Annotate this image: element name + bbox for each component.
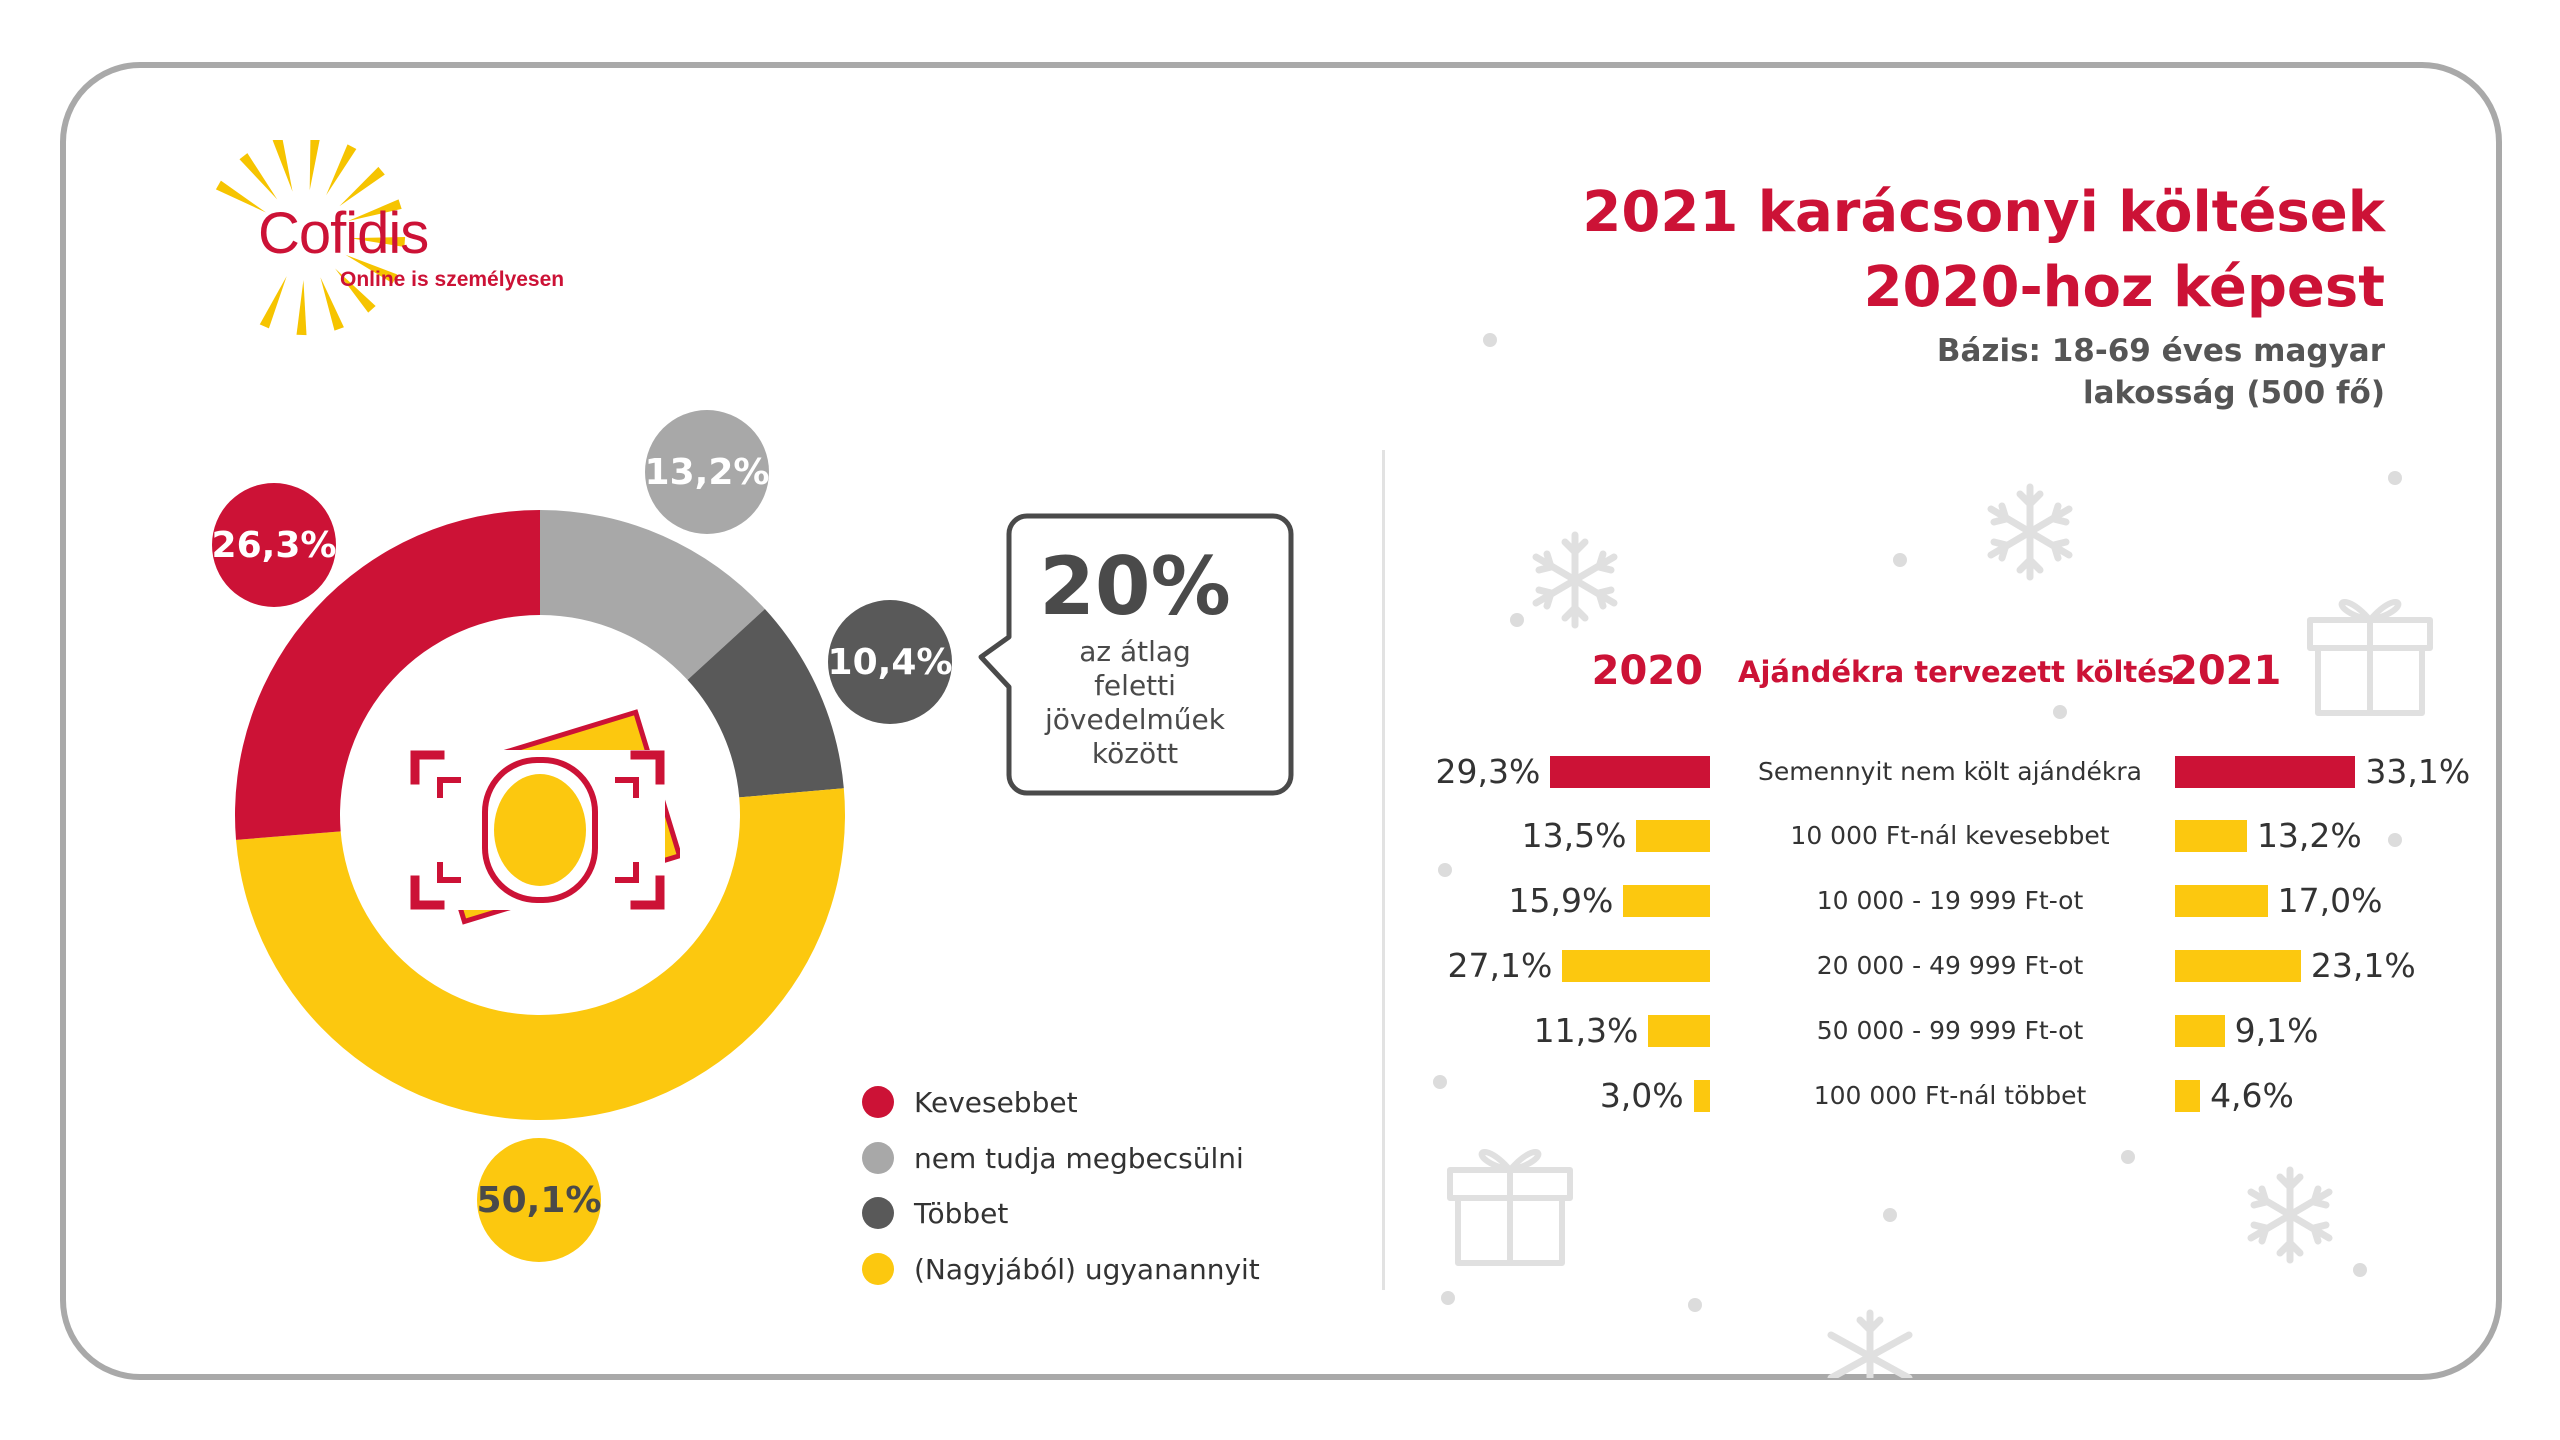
bubble-tobbet: 10,4% [828,600,952,724]
sun-ray [215,180,267,213]
category-label: Semennyit nem költ ajándékra [1757,757,2143,786]
bar-header-2021: 2021 [2170,648,2282,694]
value-label-2021: 33,1% [2365,752,2471,791]
value-label-2021: 4,6% [2210,1076,2294,1115]
sun-ray [259,276,287,329]
sun-ray [296,279,307,336]
legend-item-tobbet: Többet [862,1193,1008,1233]
bar-header-2020: 2020 [1591,648,1703,694]
snowflake-icon [1532,531,1618,629]
page-title-line-1: 2021 karácsonyi költések [1582,180,2385,245]
legend-label: (Nagyjából) ugyanannyit [914,1252,1260,1286]
snowflake-icon [2247,1166,2333,1264]
bubble-nem-tudja: 13,2% [645,410,769,534]
bar-2020 [1623,885,1710,917]
sun-ray [335,268,376,313]
bar-2020 [1648,1015,1710,1047]
bar-2020 [1636,820,1710,852]
legend-item-kevesebbet: Kevesebbet [862,1082,1078,1122]
bar-2021 [2175,820,2247,852]
value-label-2020: 3,0% [1599,1076,1684,1115]
value-label-2020: 11,3% [1533,1011,1639,1050]
bar-2021 [2175,756,2356,788]
category-label: 20 000 - 49 999 Ft-ot [1816,951,2084,980]
legend-label: Kevesebbet [914,1085,1078,1119]
sun-ray [347,199,402,222]
category-label: 100 000 Ft-nál többet [1813,1081,2087,1110]
section-divider [1382,450,1385,1290]
bar-2021 [2175,1015,2225,1047]
sun-ray [345,254,398,284]
value-label-2021: 17,0% [2277,881,2383,920]
legend-item-ugyanannyit: (Nagyjából) ugyanannyit [862,1249,1260,1289]
bar-header-center: Ajándékra tervezett költés [1738,655,2175,689]
value-label-2021: 9,1% [2234,1011,2319,1050]
legend-label: nem tudja megbecsülni [914,1141,1244,1175]
sun-ray [339,166,385,207]
value-label-2020: 15,9% [1508,881,1614,920]
bar-2021 [2175,950,2301,982]
bubble-ugyanannyit: 50,1% [477,1138,601,1262]
sun-ray [309,140,320,191]
card-frame [60,62,2502,1380]
donut-slice [540,510,765,680]
value-label-2020: 13,5% [1521,816,1627,855]
sun-ray [320,277,344,331]
bar-2020 [1562,950,1710,982]
sun-rays-icon [215,140,406,336]
callout-text-line: jövedelműek [1045,703,1225,736]
callout-text-line: az átlag [1079,635,1191,668]
bar-2020 [1550,756,1710,788]
sun-ray [326,144,357,196]
legend-swatch [862,1253,894,1285]
category-label: 10 000 - 19 999 Ft-ot [1816,886,2084,915]
sun-ray [239,153,278,200]
donut-slice [236,788,846,1121]
subtitle-line-1: Bázis: 18-69 éves magyar [1936,333,2385,369]
gift-icon [1447,1149,1573,1266]
value-label-2020: 29,3% [1435,752,1541,791]
logo-tagline: Online is személyesen [340,268,565,291]
bubble-kevesebbet: 26,3% [212,483,336,607]
donut-chart [235,510,846,1121]
snowflake-icon [1827,1309,1913,1378]
legend-swatch [862,1086,894,1118]
legend-swatch [862,1142,894,1174]
donut-slice [235,510,540,840]
callout-text-line: között [1091,737,1179,770]
legend-item-nem-tudja: nem tudja megbecsülni [862,1138,1244,1178]
logo-wordmark: Cofidis [258,201,429,266]
value-label-2020: 27,1% [1447,946,1553,985]
callout-text-line: feletti [1094,669,1176,702]
sun-ray [349,236,406,247]
snowflake-icon [1987,483,2073,581]
subtitle-line-2: lakosság (500 fő) [2082,375,2385,411]
bar-2021 [2175,885,2268,917]
bar-2021 [2175,1080,2201,1112]
value-label-2021: 13,2% [2256,816,2362,855]
callout-percent: 20% [1039,540,1231,633]
bar-2020 [1693,1080,1710,1112]
donut-slice [687,609,844,798]
callout-box [978,513,1294,796]
page-title-line-2: 2020-hoz képest [1863,255,2385,320]
value-label-2021: 23,1% [2310,946,2416,985]
category-label: 50 000 - 99 999 Ft-ot [1816,1016,2084,1045]
money-bill-icon [410,709,680,925]
sun-ray [272,140,293,192]
category-label: 10 000 Ft-nál kevesebbet [1790,821,2110,850]
legend-swatch [862,1197,894,1229]
gift-icon [2307,599,2433,716]
legend-label: Többet [914,1196,1009,1230]
